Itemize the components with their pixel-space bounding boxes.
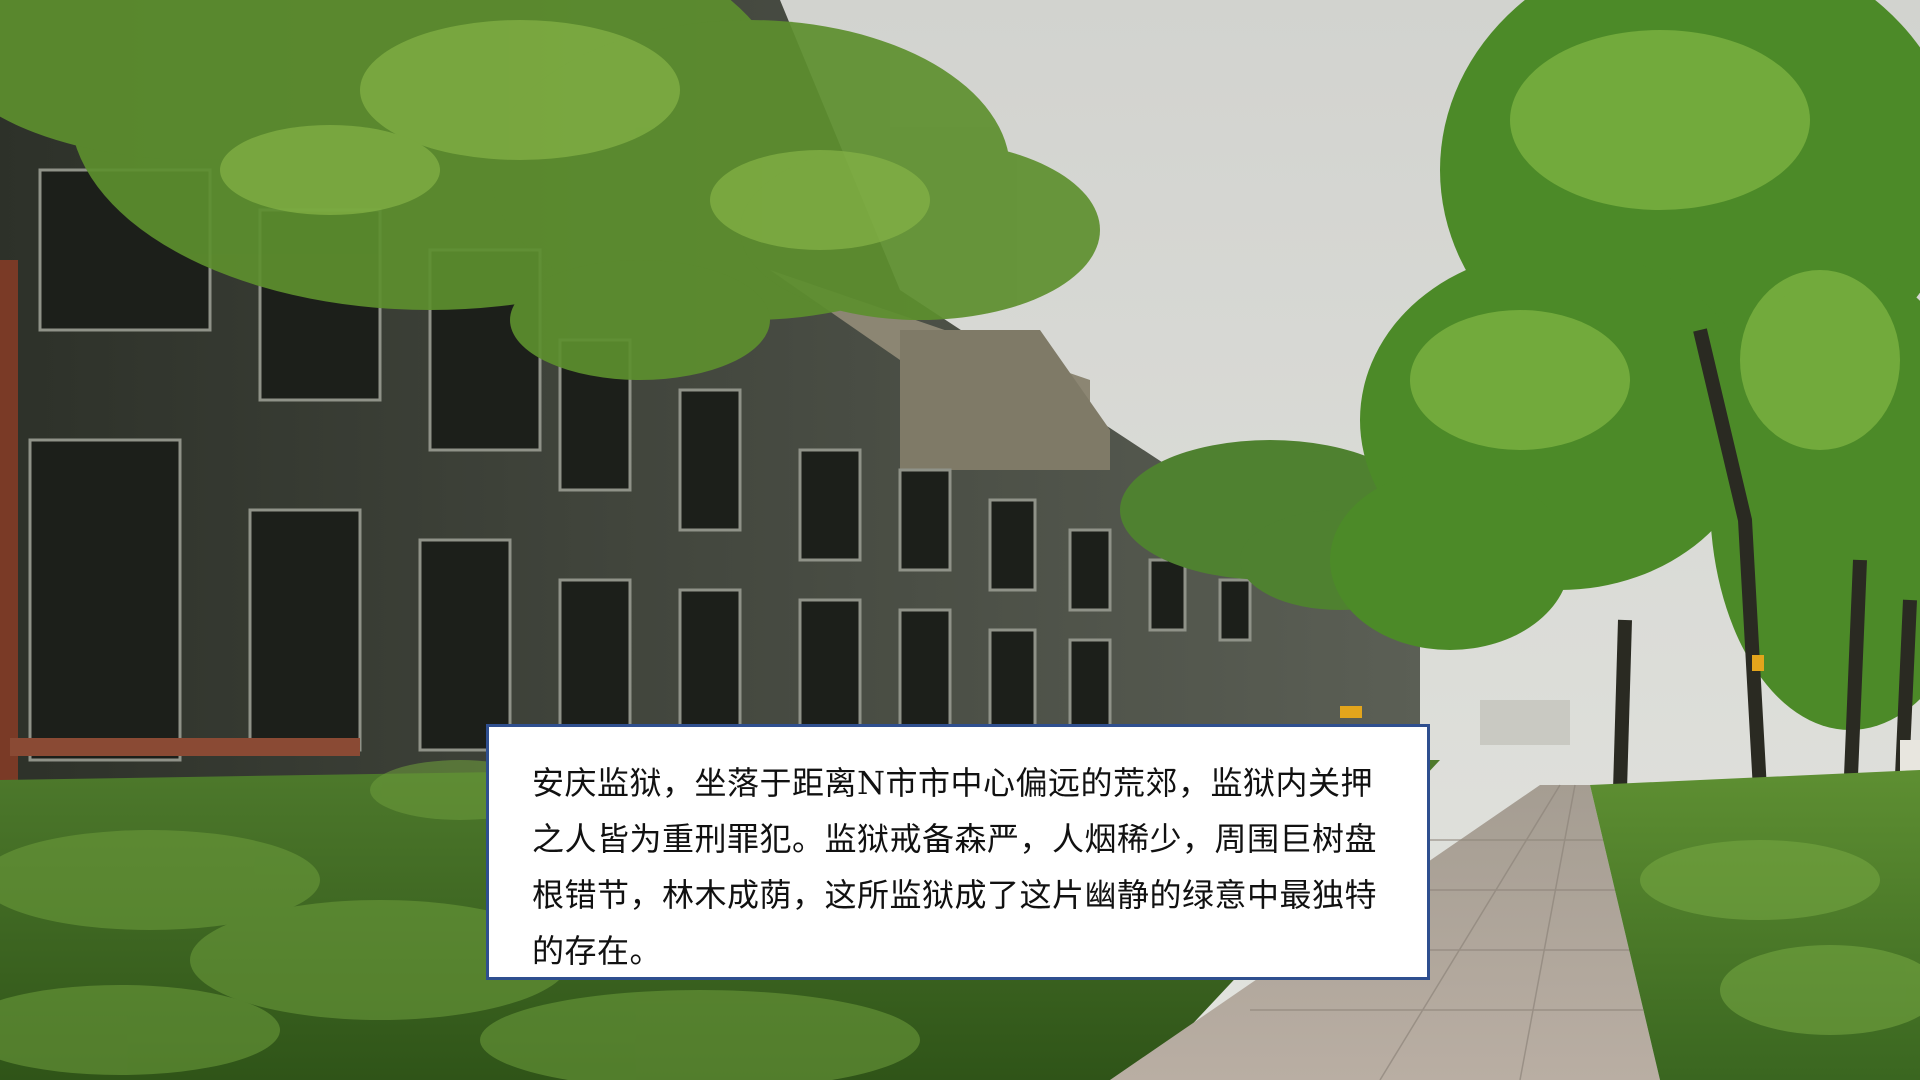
yellow-light xyxy=(1752,655,1764,671)
walkway-lines xyxy=(1250,784,1643,1080)
yellow-sign xyxy=(1340,706,1362,718)
right-lawn-texture xyxy=(1640,840,1920,1035)
caption-text: 安庆监狱，坐落于距离N市市中心偏远的荒郊，监狱内关押之人皆为重刑罪犯。监狱戒备森… xyxy=(532,764,1378,970)
ledge xyxy=(10,738,360,756)
right-tree-highlights xyxy=(1410,30,1900,450)
building-tower xyxy=(900,330,1110,470)
brick-accent xyxy=(0,260,18,780)
left-foliage-texture xyxy=(0,760,920,1080)
caption-box: 安庆监狱，坐落于距离N市市中心偏远的荒郊，监狱内关押之人皆为重刑罪犯。监狱戒备森… xyxy=(486,724,1430,980)
left-tree-canopy-highlights xyxy=(220,20,930,250)
distant-building xyxy=(1480,700,1570,745)
